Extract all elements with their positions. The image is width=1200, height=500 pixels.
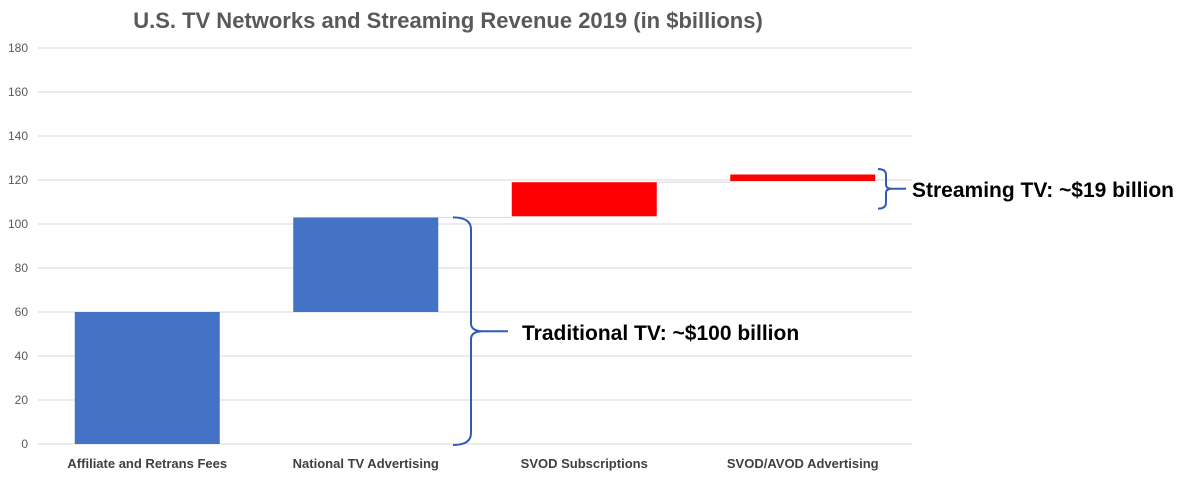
y-tick-label: 160 [8,85,28,99]
x-axis-labels: Affiliate and Retrans Fees National TV Ad… [67,456,878,471]
y-tick-label: 20 [15,393,29,407]
y-axis-ticks: 0 20 40 60 80 100 120 140 160 180 [8,41,28,451]
y-tick-label: 100 [8,217,28,231]
streaming-tv-bracket [877,168,906,210]
x-tick-label: SVOD Subscriptions [521,456,648,471]
y-tick-label: 0 [21,437,28,451]
bar [730,174,876,182]
annotations: Traditional TV: ~$100 billion Streaming T… [452,168,1174,446]
x-tick-label: SVOD/AVOD Advertising [727,456,879,471]
bars [74,174,876,444]
y-tick-label: 80 [15,261,29,275]
y-tick-label: 120 [8,173,28,187]
y-tick-label: 180 [8,41,28,55]
connectors [219,181,731,313]
streaming-tv-annotation: Streaming TV: ~$19 billion [912,179,1174,202]
y-tick-label: 140 [8,129,28,143]
y-tick-label: 60 [15,305,29,319]
chart-title: U.S. TV Networks and Streaming Revenue 2… [133,8,763,33]
bar [293,217,439,312]
bar [74,312,220,444]
traditional-tv-annotation: Traditional TV: ~$100 billion [522,322,799,345]
y-tick-label: 40 [15,349,29,363]
x-tick-label: Affiliate and Retrans Fees [67,456,227,471]
traditional-tv-bracket [452,216,508,446]
bar [511,182,657,217]
x-tick-label: National TV Advertising [293,456,439,471]
